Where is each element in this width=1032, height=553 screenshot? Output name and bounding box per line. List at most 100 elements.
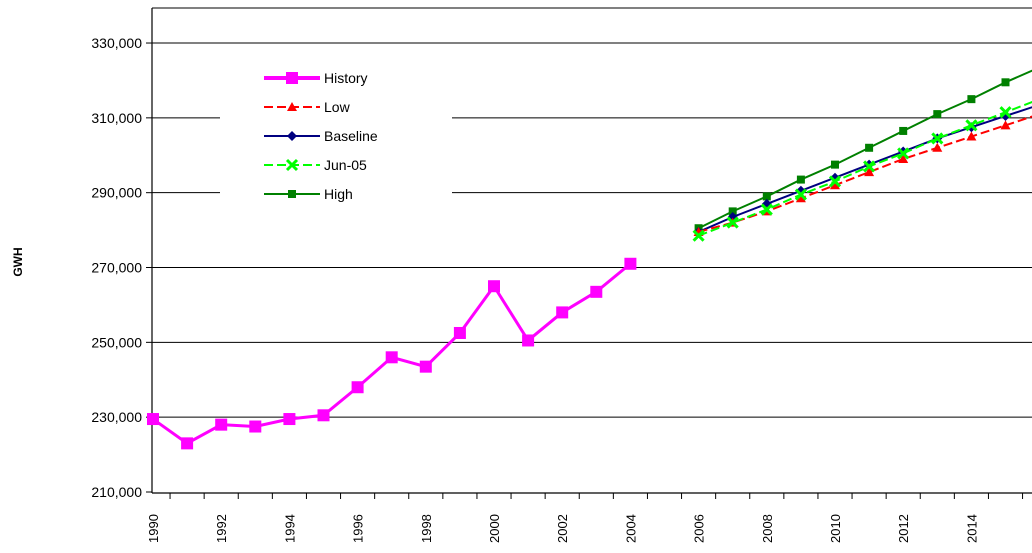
x-tick-label: 2010 [828,514,843,543]
data-point [933,110,942,119]
data-point [215,418,228,431]
y-tick-label: 330,000 [91,35,142,51]
series-line [698,115,1032,233]
data-point [522,334,535,347]
x-tick-label: 2004 [623,514,638,543]
data-point [999,106,1012,119]
y-tick-label: 310,000 [91,110,142,126]
data-point [932,142,943,152]
data-point [726,216,739,229]
data-point [419,360,432,373]
legend-label: Jun-05 [324,157,367,173]
axes [146,7,1032,499]
series-low [693,115,1032,236]
y-tick-label: 210,000 [91,484,142,500]
legend: History Low Baseline Jun-05 High [220,60,452,232]
marker-stroke [794,188,807,201]
marker-stroke [760,203,773,216]
data-point [249,420,262,433]
marker-stroke [726,216,739,229]
data-point [898,154,909,164]
data-point [351,381,364,394]
data-point [796,175,805,184]
x-tick-label: 1992 [214,514,229,543]
data-point [590,285,603,298]
legend-swatch-marker [287,102,297,111]
data-point [760,203,773,216]
x-tick-label: 1996 [351,514,366,543]
marker-stroke [931,132,944,145]
marker-stroke [999,106,1012,119]
data-point [283,413,296,426]
data-point [828,175,842,188]
x-tick-label: 1990 [146,514,161,543]
marker-stroke [863,160,876,173]
legend-label: History [324,70,368,86]
legend-label: Low [324,99,351,115]
data-point [965,119,978,132]
data-point [317,409,330,422]
marker-stroke [285,158,299,172]
x-tick-label: 2006 [692,514,707,543]
legend-background [220,60,452,232]
data-point [692,229,705,242]
data-point [556,306,569,319]
series-history [147,257,637,450]
y-tick-label: 230,000 [91,409,142,425]
series-line [698,100,1032,237]
legend-swatch-marker [287,131,297,141]
data-point [897,147,910,160]
marker-stroke [828,175,842,188]
data-point [830,180,840,190]
data-point [795,193,806,203]
x-tick-label: 1994 [282,514,297,543]
marker-stroke [897,147,910,160]
x-tick-label: 2012 [896,514,911,543]
data-point [966,131,977,141]
data-point [624,257,637,270]
data-point [147,413,159,426]
y-tick-label: 270,000 [91,260,142,276]
data-point [1001,78,1010,87]
x-tick-label: 2000 [487,514,502,543]
y-tick-label: 290,000 [91,185,142,201]
legend-item: Low [264,99,351,115]
data-point [931,132,944,145]
x-tick-label: 2014 [964,514,979,543]
y-axis-label: GWH [11,247,25,276]
legend-item: History [264,70,368,86]
data-point [794,188,807,201]
legend-label: High [324,186,353,202]
data-point [181,437,194,450]
series-jun-05 [692,100,1032,242]
legend-item: Jun-05 [264,157,367,173]
legend-label: Baseline [324,128,378,144]
legend-item: High [264,186,353,202]
y-tick-labels: 210,000 230,000 250,000 270,000 290,000 310,0… [91,35,142,500]
x-tick-label: 2002 [555,514,570,543]
data-point [967,95,976,104]
marker-stroke [692,229,705,242]
marker-stroke [965,119,978,132]
data-point [864,167,875,177]
data-point [1000,120,1011,130]
data-point [728,207,737,216]
data-point [453,326,466,339]
data-point [865,143,874,152]
data-point [762,192,771,201]
x-tick-label: 2008 [760,514,775,543]
legend-swatch-marker [288,190,296,198]
data-point [899,126,908,135]
legend-swatch-marker [285,158,299,172]
legend-swatch-marker [286,72,298,84]
x-tick-labels: 1990 1992 1994 1996 1998 2000 2002 2004 2006 2008… [146,514,979,543]
data-point [831,160,839,169]
legend-item: Baseline [264,128,378,144]
series-high [694,69,1032,233]
series-layer [147,69,1032,450]
y-tick-label: 250,000 [91,334,142,350]
data-point [488,280,500,293]
x-tick-label: 1998 [419,514,434,543]
